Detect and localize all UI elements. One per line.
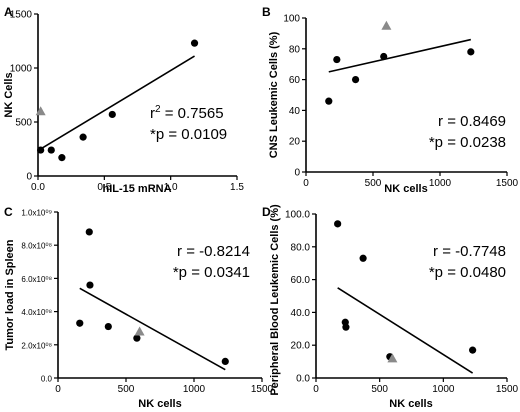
y-tick-label: 4.0x10⁰⁸ (21, 308, 52, 317)
y-tick-label: 100.0 (285, 210, 310, 221)
y-tick-label: 40.0 (291, 308, 311, 319)
data-point-circle (334, 220, 342, 228)
panel-letter: A (4, 5, 13, 19)
panel-letter: B (262, 5, 271, 19)
data-point-circle (351, 76, 360, 84)
x-tick-label: 0 (313, 384, 319, 395)
y-tick-label: 0.0 (41, 375, 53, 384)
regression-line (328, 38, 471, 73)
data-point-triangle (134, 326, 145, 336)
panel-letter: D (262, 205, 271, 219)
x-tick-label: 500 (118, 384, 135, 395)
data-point-circle (333, 55, 341, 64)
y-tick-label: 6.0x10⁰⁸ (21, 275, 52, 284)
data-point-circle (58, 154, 66, 162)
regression-line (79, 287, 226, 371)
panel-b: B 0 500 1000 1500 0 20 40 60 80 100 NK cells CNS Leu… (262, 5, 519, 195)
panel-letter: C (4, 205, 13, 219)
y-tick-label: 80.0 (291, 242, 311, 253)
data-point-circle (86, 281, 94, 289)
stat-correlation: r = -0.7748 (433, 243, 506, 260)
data-point-circle (221, 357, 229, 365)
x-axis-label: hIL-15 mRNA (102, 183, 171, 195)
y-tick-label: 0 (26, 172, 32, 183)
data-point-circle (76, 319, 84, 327)
data-point-circle (37, 146, 45, 154)
x-tick-label: 1.0 (164, 182, 178, 193)
stat-p-value: *p = 0.0341 (173, 264, 250, 281)
y-tick-label: 60 (289, 75, 301, 86)
stat-correlation: r = -0.8214 (177, 243, 250, 260)
x-tick-label: 1000 (429, 178, 452, 189)
x-tick-label: 0.0 (31, 182, 45, 193)
x-tick-label: 1000 (183, 384, 206, 395)
x-axis-label: NK cells (389, 398, 432, 410)
y-tick-label: 2.0x10⁰⁸ (21, 341, 52, 350)
y-axis-label: Peripheral Blood Leukemic Cells (%) (269, 204, 281, 396)
data-point-circle (467, 48, 475, 56)
y-axis-label: Tumor load in Spleen (4, 239, 16, 350)
y-axis-label: CNS Leukemic Cells (%) (268, 31, 280, 158)
x-tick-label: 1000 (432, 384, 455, 395)
y-tick-label: 500 (15, 118, 32, 129)
panel-d: D 0 500 1000 1500 0.0 20.0 40.0 60.0 80.0 100.0 NK … (262, 204, 519, 410)
regression-line (37, 55, 195, 152)
data-point-triangle (381, 20, 392, 30)
x-tick-label: 1500 (496, 178, 519, 189)
y-tick-label: 1500 (10, 10, 33, 21)
x-tick-label: 0.5 (97, 182, 111, 193)
data-point-circle (79, 133, 87, 141)
data-point-circle (359, 254, 367, 262)
stat-p-value: *p = 0.0480 (429, 264, 506, 281)
y-tick-label: 8.0x10⁰⁸ (21, 242, 52, 251)
panel-c: C 0 500 1000 1500 0.0 2.0x10⁰⁸ 4.0x10⁰⁸ 6.0x10⁰⁸… (4, 205, 274, 410)
stat-p-value: *p = 0.0238 (429, 134, 506, 151)
x-axis-label: NK cells (138, 398, 181, 410)
data-point-circle (190, 39, 199, 47)
x-tick-label: 0 (303, 178, 309, 189)
y-tick-label: 1000 (10, 64, 33, 75)
y-tick-label: 60.0 (291, 275, 311, 286)
regression-line (337, 287, 474, 374)
y-tick-label: 0.0 (296, 374, 310, 385)
y-tick-label: 40 (289, 106, 301, 117)
data-point-circle (108, 110, 116, 119)
stat-p-value: *p = 0.0109 (150, 126, 227, 143)
data-point-circle (469, 346, 477, 354)
y-tick-label: 1.0x10⁰⁹ (21, 209, 52, 218)
data-point-circle (342, 323, 350, 331)
stat-correlation: r2 = 0.7565 (150, 104, 224, 122)
x-tick-label: 500 (371, 384, 388, 395)
data-point-circle (380, 52, 388, 61)
data-point-circle (47, 146, 55, 154)
data-point-triangle (35, 106, 46, 116)
x-tick-label: 1.5 (230, 182, 244, 193)
x-axis-label: NK cells (384, 183, 427, 195)
y-tick-label: 20 (289, 137, 301, 148)
stat-correlation: r = 0.8469 (438, 113, 506, 130)
data-point-triangle (387, 353, 398, 363)
panel-a: A 0.0 0.5 1.0 1.5 0 500 1000 1500 hIL-15 mRNA NK C… (3, 5, 244, 195)
x-tick-label: 1500 (496, 384, 519, 395)
data-point-circle (104, 322, 112, 331)
data-point-circle (85, 228, 93, 236)
data-point-circle (325, 97, 333, 105)
y-tick-label: 100 (283, 14, 300, 25)
y-tick-label: 20.0 (291, 341, 311, 352)
y-tick-label: 0 (294, 168, 300, 179)
x-tick-label: 1500 (251, 384, 274, 395)
data-point-circle (133, 334, 141, 342)
x-tick-label: 500 (365, 178, 382, 189)
x-tick-label: 0 (55, 384, 61, 395)
y-axis-label: NK Cells (3, 72, 15, 117)
y-tick-label: 80 (289, 44, 301, 55)
